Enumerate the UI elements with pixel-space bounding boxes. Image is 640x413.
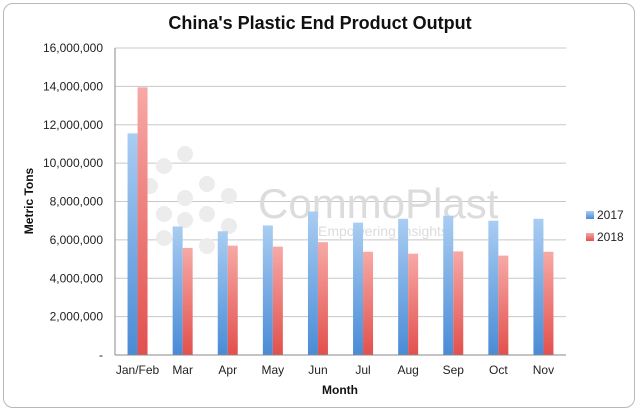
y-tick-label: 16,000,000 — [43, 41, 103, 55]
bar-2017-jun — [307, 211, 318, 355]
bar-2018-oct — [498, 255, 509, 355]
chart-title: China's Plastic End Product Output — [168, 13, 471, 33]
watermark-dot — [199, 206, 215, 222]
bar-2017-jan-feb — [127, 133, 138, 355]
x-tick-label: Jan/Feb — [116, 363, 160, 377]
y-tick-label: 4,000,000 — [50, 271, 104, 285]
y-tick-label: 6,000,000 — [50, 233, 104, 247]
legend: 2017 2018 — [586, 208, 624, 244]
y-tick-label: - — [99, 348, 103, 362]
watermark-tagline: Empowering Insights — [318, 223, 448, 239]
x-tick-label: Mar — [172, 363, 193, 377]
bar-2017-oct — [488, 220, 499, 355]
bar-2018-jul — [363, 251, 374, 355]
bar-2017-may — [262, 225, 273, 355]
bar-2017-apr — [217, 231, 228, 355]
bar-2017-sep — [443, 215, 454, 355]
legend-label-2018: 2018 — [597, 230, 624, 244]
bar-2017-aug — [398, 218, 409, 355]
x-tick-label: Apr — [218, 363, 237, 377]
x-tick-label: Jul — [355, 363, 370, 377]
bar-2017-nov — [533, 218, 544, 355]
bar-2018-apr — [227, 245, 238, 355]
watermark-logo: CommoPlast Empowering Insights — [142, 146, 499, 254]
bar-2018-aug — [408, 253, 419, 355]
x-axis-label: Month — [322, 383, 358, 397]
bars — [127, 87, 554, 355]
bar-2017-mar — [172, 226, 183, 355]
bar-2018-jan-feb — [137, 87, 148, 355]
y-tick-label: 12,000,000 — [43, 118, 103, 132]
legend-swatch-2017 — [586, 211, 594, 219]
watermark-dot — [156, 158, 172, 174]
bar-2018-may — [272, 246, 283, 355]
x-tick-label: Aug — [397, 363, 418, 377]
watermark-brand: CommoPlast — [258, 180, 499, 227]
watermark-dot — [156, 206, 172, 222]
y-tick-label: 14,000,000 — [43, 79, 103, 93]
x-tick-label: Sep — [443, 363, 465, 377]
x-tick-label: Oct — [489, 363, 508, 377]
watermark-dot — [199, 176, 215, 192]
y-tick-label: 8,000,000 — [50, 195, 104, 209]
y-tick-label: 10,000,000 — [43, 156, 103, 170]
legend-label-2017: 2017 — [597, 208, 624, 222]
y-axis-label: Metric Tons — [22, 167, 36, 234]
x-tick-label: May — [262, 363, 285, 377]
x-tick-label: Nov — [533, 363, 554, 377]
bar-2018-sep — [453, 251, 464, 355]
bar-2018-nov — [543, 251, 554, 355]
x-tick-labels: Jan/Feb Mar Apr May Jun Jul Aug Sep Oct Nov — [116, 363, 554, 377]
bar-2017-jul — [353, 222, 364, 355]
bar-2018-jun — [317, 242, 328, 355]
watermark-dot — [221, 188, 237, 204]
y-tick-label: 2,000,000 — [50, 310, 104, 324]
x-tick-label: Jun — [308, 363, 327, 377]
bar-2018-mar — [182, 247, 193, 355]
watermark-dot — [156, 230, 172, 246]
legend-swatch-2018 — [586, 233, 594, 241]
watermark-dot — [199, 238, 215, 254]
watermark-dot — [177, 146, 193, 162]
y-tick-labels: - 2,000,000 4,000,000 6,000,000 8,000,000 10,… — [43, 41, 103, 362]
watermark-dot — [221, 218, 237, 234]
watermark-dot — [177, 212, 193, 228]
watermark-dot — [177, 190, 193, 206]
